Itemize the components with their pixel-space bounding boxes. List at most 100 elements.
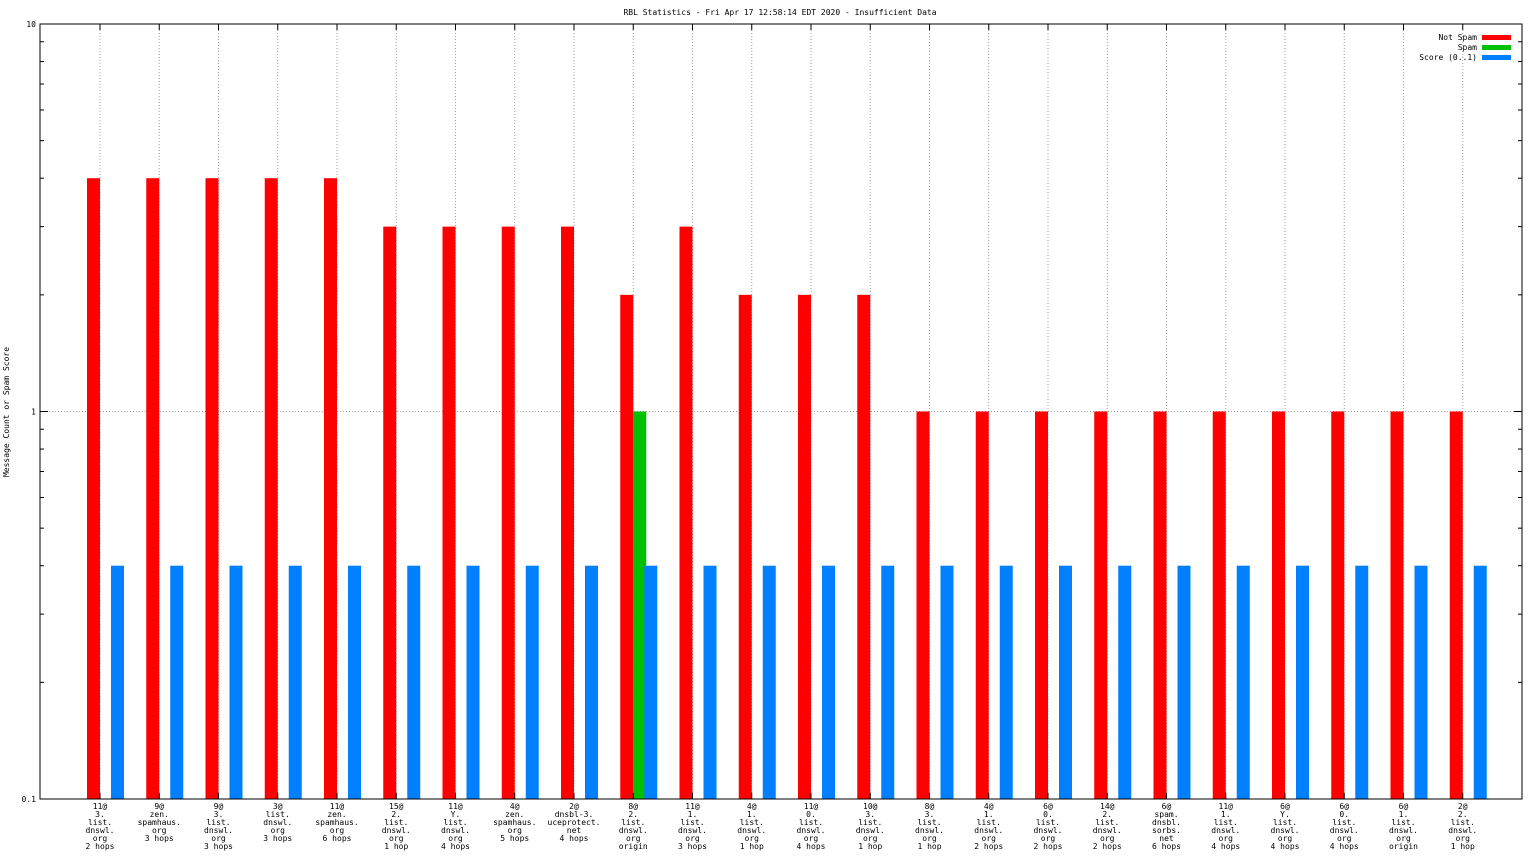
x-tick-label: 6@: [1162, 802, 1172, 811]
x-tick-label: net: [1159, 834, 1174, 843]
x-tick-label: 3@: [273, 802, 283, 811]
x-tick-label: list.: [1036, 818, 1060, 827]
x-tick-label: org: [982, 834, 997, 843]
x-tick-label: 2.: [391, 810, 401, 819]
score-bar: [170, 565, 184, 799]
x-tick-label: 6 hops: [1152, 842, 1181, 851]
x-tick-label: 2 hops: [86, 842, 115, 851]
x-tick-label: Y.: [451, 810, 461, 819]
x-tick-label: 4@: [984, 802, 994, 811]
x-tick-label: 3.: [95, 810, 105, 819]
x-tick-label: origin: [619, 842, 648, 851]
x-tick-label: org: [1278, 834, 1293, 843]
x-tick-label: 4 hops: [1211, 842, 1240, 851]
x-tick-label: 10@: [863, 802, 878, 811]
x-tick-label: 9@: [214, 802, 224, 811]
x-tick-label: 2.: [1102, 810, 1112, 819]
axis-ticks: 0.1 1 10: [22, 20, 1522, 804]
x-tick-label: 4 hops: [1271, 842, 1300, 851]
x-tick-label: 11@: [685, 802, 700, 811]
x-tick-label: 15@: [389, 802, 404, 811]
score-bar: [348, 565, 361, 799]
x-tick-label: 2 hops: [974, 842, 1003, 851]
x-tick-label: 6@: [1043, 802, 1053, 811]
x-tick-label: spamhaus.: [138, 818, 181, 827]
x-tick-label: list.: [1391, 818, 1415, 827]
x-tick-label: 1 hop: [1451, 842, 1475, 851]
x-tick-label: 1 hop: [858, 842, 882, 851]
y-tick-label: 0.1: [22, 795, 37, 804]
x-tick-label: dnswl.: [382, 826, 411, 835]
not-spam-bar: [1449, 411, 1463, 799]
x-tick-label: 0.: [1043, 810, 1053, 819]
score-bar: [1236, 565, 1250, 799]
x-tick-label: list.: [384, 818, 408, 827]
not-spam-bar: [264, 178, 278, 799]
x-tick-label: org: [389, 834, 404, 843]
x-tick-label: dnswl.: [1330, 826, 1359, 835]
x-tick-label: 4@: [510, 802, 520, 811]
x-tick-label: zen.: [505, 810, 524, 819]
x-tick-label: 4 hops: [797, 842, 826, 851]
score-bar: [644, 565, 658, 799]
x-tick-label: 11@: [448, 802, 463, 811]
x-tick-label: spam.: [1154, 810, 1178, 819]
not-spam-bar: [383, 226, 397, 800]
x-tick-label: spamhaus.: [493, 818, 536, 827]
x-tick-label: list.: [977, 818, 1001, 827]
x-tick-label: dnswl.: [1448, 826, 1477, 835]
score-bar: [585, 565, 598, 799]
x-tick-label: 0.: [806, 810, 816, 819]
x-tick-label: dnsbl.: [1152, 818, 1181, 827]
x-tick-label: org: [152, 826, 167, 835]
x-tick-label: 3 hops: [678, 842, 707, 851]
x-tick-label: sorbs.: [1152, 826, 1181, 835]
not-spam-bar: [1153, 411, 1167, 799]
score-bar: [229, 565, 243, 799]
x-tick-label: 2.: [628, 810, 638, 819]
x-tick-label: list.: [1451, 818, 1475, 827]
x-tick-label: 11@: [330, 802, 345, 811]
x-tick-label: org: [922, 834, 937, 843]
score-bar: [1177, 565, 1191, 799]
x-tick-label: spamhaus.: [315, 818, 358, 827]
score-bar: [466, 565, 480, 799]
x-tick-label: org: [93, 834, 108, 843]
not-spam-bar: [916, 411, 930, 799]
x-tick-label: list.: [917, 818, 941, 827]
bars: [87, 178, 1487, 800]
score-bar: [1296, 565, 1309, 799]
x-tick-label: dnswl.: [974, 826, 1003, 835]
x-tick-label: dnswl.: [678, 826, 707, 835]
not-spam-bar: [1094, 411, 1108, 799]
x-tick-label: 0.: [1339, 810, 1349, 819]
not-spam-bar: [205, 178, 219, 799]
x-tick-label: 3.: [865, 810, 875, 819]
score-bar: [762, 565, 776, 799]
x-tick-label: zen.: [150, 810, 169, 819]
not-spam-bar: [975, 411, 989, 799]
x-tick-label: zen.: [327, 810, 346, 819]
x-tick-label: 11@: [1219, 802, 1234, 811]
x-tick-label: dnswl.: [856, 826, 885, 835]
legend-swatch: [1482, 35, 1511, 40]
x-tick-label: 14@: [1100, 802, 1115, 811]
x-tick-label: 1.: [1399, 810, 1409, 819]
x-tick-label: net: [567, 826, 582, 835]
x-tick-label: 4 hops: [441, 842, 470, 851]
x-tick-label: org: [685, 834, 700, 843]
x-tick-label: dnswl.: [1093, 826, 1122, 835]
not-spam-bar: [679, 226, 693, 800]
score-bar: [288, 565, 302, 799]
x-tick-label: list.: [621, 818, 645, 827]
score-bar: [1414, 565, 1428, 799]
score-bar: [1473, 565, 1487, 799]
x-tick-label: org: [863, 834, 878, 843]
x-tick-label: list.: [1273, 818, 1297, 827]
y-axis-label: Message Count or Spam Score: [2, 347, 11, 477]
x-tick-label: dnswl.: [619, 826, 648, 835]
x-tick-label: 5 hops: [500, 834, 529, 843]
not-spam-bar: [1212, 411, 1226, 799]
